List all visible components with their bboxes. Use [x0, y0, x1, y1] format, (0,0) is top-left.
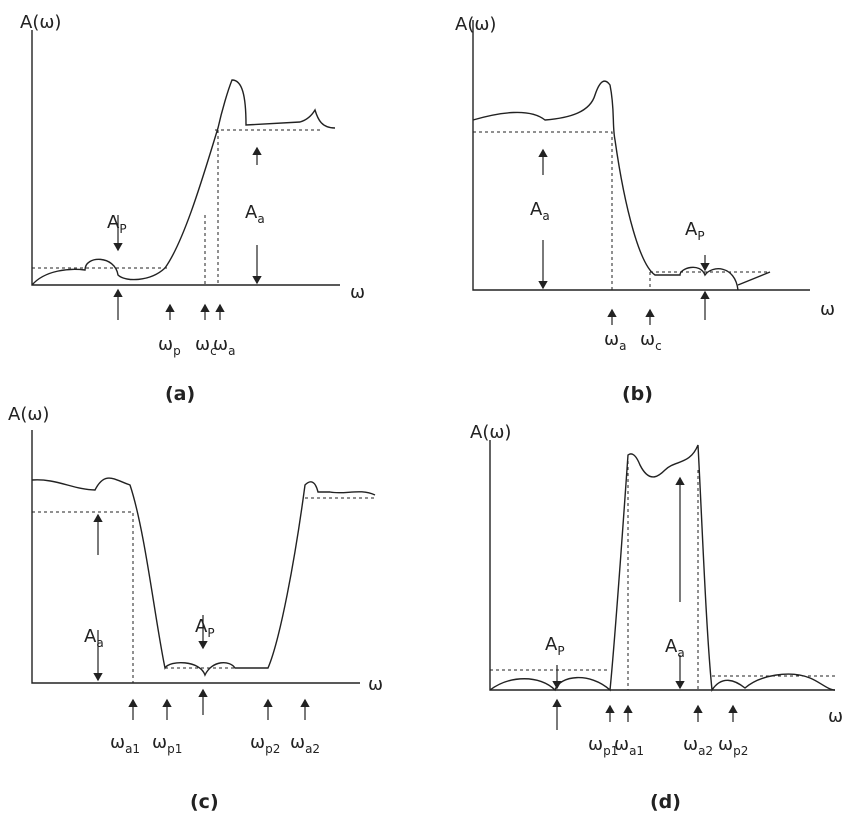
label-sub: a2 [305, 742, 320, 756]
curve [32, 80, 335, 285]
panel-caption: (d) [650, 791, 681, 813]
label-main: ω [614, 734, 629, 755]
label-sub: a [542, 209, 549, 223]
dashed-guide [490, 455, 835, 690]
annotation: AP [685, 219, 705, 243]
label-main: A [107, 212, 120, 233]
y-axis-label: A(ω) [470, 422, 511, 443]
arrows [543, 150, 705, 325]
label-main: A [84, 626, 97, 647]
label-sub: P [697, 229, 704, 243]
x-axis-label: ω [350, 282, 365, 303]
label-sub: p [173, 344, 181, 358]
annotation: ωp1 [152, 732, 182, 756]
dashed-guide [32, 498, 375, 683]
dashed-guide [473, 132, 770, 290]
label-sub: P [207, 626, 214, 640]
axes [32, 30, 340, 285]
annotation: Aa [84, 626, 104, 650]
label-sub: p2 [733, 744, 748, 758]
panel-c [32, 430, 375, 720]
curve [473, 81, 770, 290]
label-main: A [545, 634, 558, 655]
annotation: ωa2 [290, 732, 320, 756]
label-sub: a1 [125, 742, 140, 756]
axes [473, 20, 810, 290]
panel-caption: (c) [190, 791, 219, 813]
label-sub: a [96, 636, 103, 650]
diagram: A(ω)ω(a)APAaωpωcωaA(ω)ω(b)APAaωaωcA(ω)ω(… [0, 0, 846, 818]
panel-a [32, 30, 340, 320]
label-sub: c [655, 339, 662, 353]
label-main: ω [152, 732, 167, 753]
annotation: ωa [604, 329, 626, 353]
annotation: Aa [245, 202, 265, 226]
label-sub: a [257, 212, 264, 226]
y-axis-label: A(ω) [455, 14, 496, 35]
curve [490, 445, 835, 690]
annotation: ωp2 [250, 732, 280, 756]
annotation: Aa [530, 199, 550, 223]
label-main: ω [718, 734, 733, 755]
panel-d [490, 440, 835, 730]
label-sub: P [557, 644, 564, 658]
y-axis-label: A(ω) [8, 404, 49, 425]
label-main: ω [588, 734, 603, 755]
x-axis-label: ω [368, 674, 383, 695]
label-main: ω [195, 334, 210, 355]
annotation: AP [545, 634, 565, 658]
arrows [118, 148, 257, 320]
y-axis-label: A(ω) [20, 12, 61, 33]
label-main: A [665, 636, 678, 657]
label-sub: a2 [698, 744, 713, 758]
label-sub: p2 [265, 742, 280, 756]
axes [490, 440, 835, 690]
panel-caption: (b) [622, 383, 653, 405]
annotation: ωa2 [683, 734, 713, 758]
label-main: ω [290, 732, 305, 753]
annotation: AP [195, 616, 215, 640]
annotation: Aa [665, 636, 685, 660]
label-main: A [530, 199, 543, 220]
label-main: ω [683, 734, 698, 755]
label-main: ω [110, 732, 125, 753]
label-main: A [685, 219, 698, 240]
annotation: ωc [640, 329, 662, 353]
x-axis-label: ω [820, 299, 835, 320]
label-sub: a [677, 646, 684, 660]
label-main: A [245, 202, 258, 223]
panel-caption: (a) [165, 383, 195, 405]
label-main: ω [213, 334, 228, 355]
annotation: ωa1 [110, 732, 140, 756]
annotation: ωp [158, 334, 181, 358]
label-main: A [195, 616, 208, 637]
annotation: ωa [213, 334, 235, 358]
label-sub: p1 [167, 742, 182, 756]
label-main: ω [640, 329, 655, 350]
panel-b [473, 20, 810, 325]
annotation: ωp2 [718, 734, 748, 758]
label-sub: a [619, 339, 626, 353]
label-sub: P [119, 222, 126, 236]
label-main: ω [158, 334, 173, 355]
annotation: AP [107, 212, 127, 236]
label-main: ω [250, 732, 265, 753]
x-axis-label: ω [828, 706, 843, 727]
axes [32, 430, 360, 683]
label-main: ω [604, 329, 619, 350]
label-sub: a1 [629, 744, 644, 758]
label-sub: a [228, 344, 235, 358]
dashed-guide [32, 130, 320, 285]
annotation: ωa1 [614, 734, 644, 758]
